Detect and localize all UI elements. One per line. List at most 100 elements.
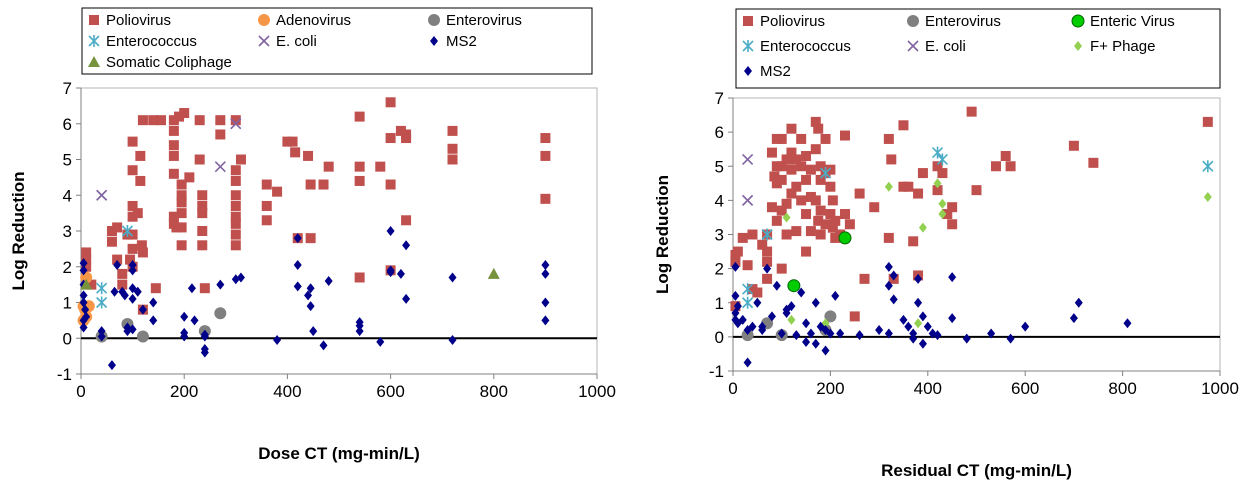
left-series-e-coli [96,118,242,201]
left-point-poliovirus [230,165,241,176]
left-point-poliovirus [230,200,241,211]
residual-ct-chart: Poliovirus Enterovirus Enteric Virus Entero… [640,0,1240,490]
left-point-poliovirus [287,136,298,147]
right-point-e-coli [742,194,754,206]
left-y-tick-label: 7 [63,79,72,98]
left-point-ms2 [324,276,333,287]
right-point-poliovirus [766,147,777,158]
right-legend-label-poliovirus: Poliovirus [760,13,825,30]
right-y-axis-title: Log Reduction [653,175,672,294]
right-y-tick-label: 2 [715,260,724,279]
right-point-enterococcus [819,167,832,180]
left-point-poliovirus [401,215,412,226]
left-point-somatic-coliphage [487,267,500,279]
right-point-poliovirus [947,202,958,213]
right-x-tick-label: 200 [816,379,844,398]
left-point-ms2 [448,335,457,346]
left-point-ms2 [113,259,122,270]
right-point-poliovirus [1202,116,1213,127]
right-point-ms2 [884,328,893,339]
right-point-ms2 [763,263,772,274]
left-point-poliovirus [176,197,187,208]
left-point-ms2 [81,304,90,315]
right-point-ms2 [899,314,908,325]
left-point-ms2 [128,265,137,276]
left-point-poliovirus [354,175,365,186]
right-legend-marker-enterovirus [907,15,919,27]
right-point-poliovirus [815,161,826,172]
right-point-poliovirus [781,229,792,240]
left-point-poliovirus [171,222,182,233]
right-point-poliovirus [827,195,838,206]
right-point-ms2 [933,330,942,341]
right-point-ms2 [948,313,957,324]
left-point-ms2 [79,290,88,301]
right-point-ms2 [816,321,825,332]
left-legend-marker-ms2 [430,36,438,46]
left-point-poliovirus [194,154,205,165]
right-point-ms2 [802,336,811,347]
left-x-tick-label: 600 [376,382,404,401]
right-point-poliovirus [990,161,1001,172]
right-legend-box [735,8,1221,89]
left-point-poliovirus [318,179,329,190]
right-legend-marker-e-coli [907,40,919,52]
right-legend-marker-f-phage [1074,41,1082,51]
right-point-poliovirus [825,181,836,192]
right-point-poliovirus [796,133,807,144]
right-point-poliovirus [786,123,797,134]
left-point-poliovirus [385,97,396,108]
right-point-poliovirus [730,256,741,267]
left-point-poliovirus [176,222,187,233]
left-point-poliovirus [230,229,241,240]
right-point-ms2 [821,325,830,336]
right-point-poliovirus [776,174,787,185]
left-point-ms2 [319,340,328,351]
left-point-poliovirus [168,140,179,151]
left-point-ms2 [97,326,106,337]
left-point-poliovirus [136,240,147,251]
right-x-tick-label: 400 [914,379,942,398]
right-point-enterococcus [742,283,754,296]
left-point-e-coli [230,118,242,130]
right-series-enterococcus [742,146,1214,309]
right-point-enterococcus [761,228,773,241]
right-point-ms2 [1006,333,1015,344]
left-legend-label-ms2: MS2 [446,33,477,50]
left-point-ms2 [79,265,88,276]
right-point-poliovirus [801,209,812,220]
right-series-ms2 [731,261,1132,368]
left-point-poliovirus [81,247,92,258]
right-point-ms2 [914,297,923,308]
right-point-poliovirus [801,174,812,185]
right-legend-label-f-phage: F+ Phage [1090,38,1155,55]
left-x-axis-title: Dose CT (mg-min/L) [258,444,420,463]
right-point-poliovirus [762,246,773,257]
right-x-tick-label: 800 [1108,379,1136,398]
left-point-poliovirus [81,261,92,272]
right-point-enterococcus [931,146,944,159]
left-point-poliovirus [230,175,241,186]
right-point-poliovirus [937,168,948,179]
right-point-ms2 [918,311,927,322]
left-point-ms2 [128,293,137,304]
left-point-ms2 [541,259,550,270]
left-point-ms2 [190,315,199,326]
right-x-tick-label: 0 [728,379,737,398]
left-legend-label-adenovirus: Adenovirus [276,12,351,29]
left-point-ms2 [293,281,302,292]
right-series-e-coli [742,153,754,206]
left-point-poliovirus [323,161,334,172]
right-point-poliovirus [786,188,797,199]
right-y-tick-label: 0 [715,328,724,347]
left-point-ms2 [149,315,158,326]
left-point-poliovirus [215,115,226,126]
right-point-f-phage [787,314,796,325]
left-point-ms2 [110,286,119,297]
right-point-ms2 [904,321,913,332]
left-point-ms2 [355,326,364,337]
right-point-ms2 [836,328,845,339]
left-point-ms2 [79,322,88,333]
left-legend: Poliovirus Adenovirus Enterovirus Enterococ… [81,7,593,75]
left-x-tick-label: 800 [480,382,508,401]
